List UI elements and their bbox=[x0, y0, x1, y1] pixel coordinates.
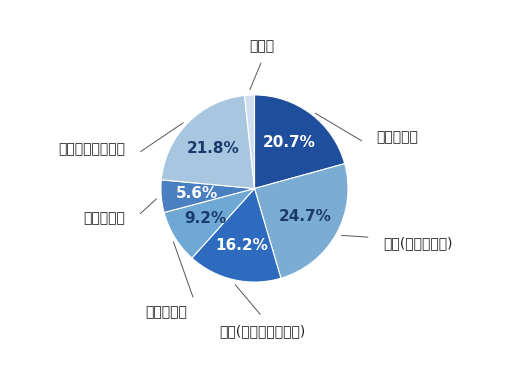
Wedge shape bbox=[254, 95, 345, 188]
Text: 16.2%: 16.2% bbox=[215, 238, 268, 253]
Text: 21.8%: 21.8% bbox=[187, 141, 239, 155]
Text: 9.2%: 9.2% bbox=[184, 211, 227, 227]
Text: 友人・知人: 友人・知人 bbox=[376, 130, 418, 144]
Text: 職場の上司: 職場の上司 bbox=[83, 211, 125, 225]
Text: 24.7%: 24.7% bbox=[279, 209, 332, 224]
Text: 転職エージェント: 転職エージェント bbox=[59, 142, 125, 156]
Wedge shape bbox=[161, 180, 254, 213]
Wedge shape bbox=[244, 95, 254, 188]
Wedge shape bbox=[164, 188, 254, 258]
Text: その他: その他 bbox=[249, 39, 274, 53]
Wedge shape bbox=[254, 164, 348, 278]
Text: 職場の同僚: 職場の同僚 bbox=[145, 305, 187, 319]
Wedge shape bbox=[192, 188, 281, 282]
Text: 5.6%: 5.6% bbox=[176, 186, 218, 201]
Text: 20.7%: 20.7% bbox=[263, 135, 316, 150]
Text: 家族(パートナー): 家族(パートナー) bbox=[384, 236, 453, 250]
Text: 家族(両親や兄弟など): 家族(両親や兄弟など) bbox=[219, 324, 305, 338]
Wedge shape bbox=[161, 95, 254, 188]
